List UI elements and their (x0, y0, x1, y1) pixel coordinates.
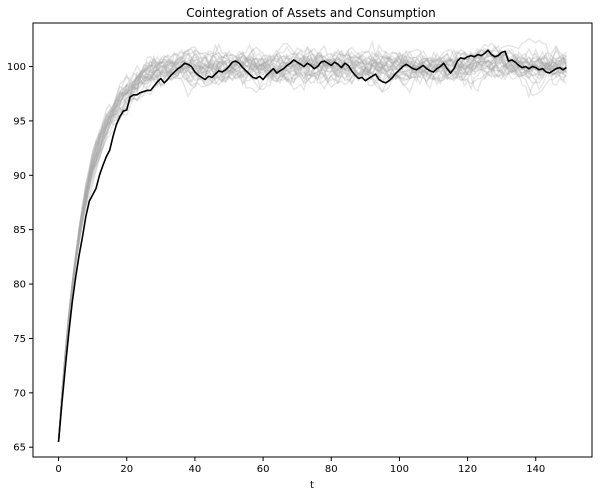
simulation-line (57, 46, 567, 442)
plot-frame (32, 22, 593, 458)
simulation-line (57, 44, 567, 442)
simulation-line (57, 47, 567, 442)
simulation-line (57, 52, 568, 442)
y-tick-label: 65 (13, 443, 26, 454)
simulation-line (57, 47, 567, 442)
simulation-line (57, 48, 567, 442)
simulation-line (57, 45, 568, 442)
highlight-line-group (57, 49, 567, 442)
simulation-line (57, 41, 567, 442)
x-axis-label: t (310, 480, 314, 491)
simulation-line (57, 42, 567, 442)
y-axis: 65 70 75 80 85 90 95 100 (7, 62, 33, 454)
x-tick-label: 100 (390, 464, 409, 475)
simulation-line (57, 54, 567, 442)
y-tick-label: 90 (13, 171, 26, 182)
x-tick-label: 80 (325, 464, 338, 475)
y-tick-label: 85 (13, 225, 26, 236)
simulation-line (57, 42, 567, 442)
simulation-line (57, 48, 567, 442)
simulation-line (57, 44, 568, 442)
simulation-line (57, 50, 567, 442)
simulation-line (57, 52, 568, 442)
x-tick-label: 20 (120, 464, 133, 475)
x-tick-label: 120 (458, 464, 477, 475)
simulation-line (57, 43, 567, 442)
simulation-line (57, 48, 567, 442)
x-tick-label: 40 (189, 464, 202, 475)
chart-title: Cointegration of Assets and Consumption (186, 6, 436, 20)
simulation-line (57, 46, 567, 442)
highlight-series-line (57, 49, 567, 442)
y-tick-label: 80 (13, 280, 26, 291)
x-tick-label: 60 (257, 464, 270, 475)
simulation-line (57, 47, 568, 442)
y-tick-label: 95 (13, 116, 26, 127)
simulation-line (57, 54, 568, 442)
simulation-line (57, 49, 568, 442)
simulation-line (57, 54, 568, 442)
y-tick-label: 100 (7, 62, 26, 73)
x-axis: 0 20 40 60 80 100 120 140 (55, 457, 545, 475)
x-tick-label: 140 (526, 464, 545, 475)
simulation-line (57, 44, 567, 442)
simulation-line (57, 43, 568, 442)
simulation-line (57, 48, 567, 442)
y-tick-label: 70 (13, 388, 26, 399)
y-tick-label: 75 (13, 334, 26, 345)
x-tick-label: 0 (55, 464, 61, 475)
